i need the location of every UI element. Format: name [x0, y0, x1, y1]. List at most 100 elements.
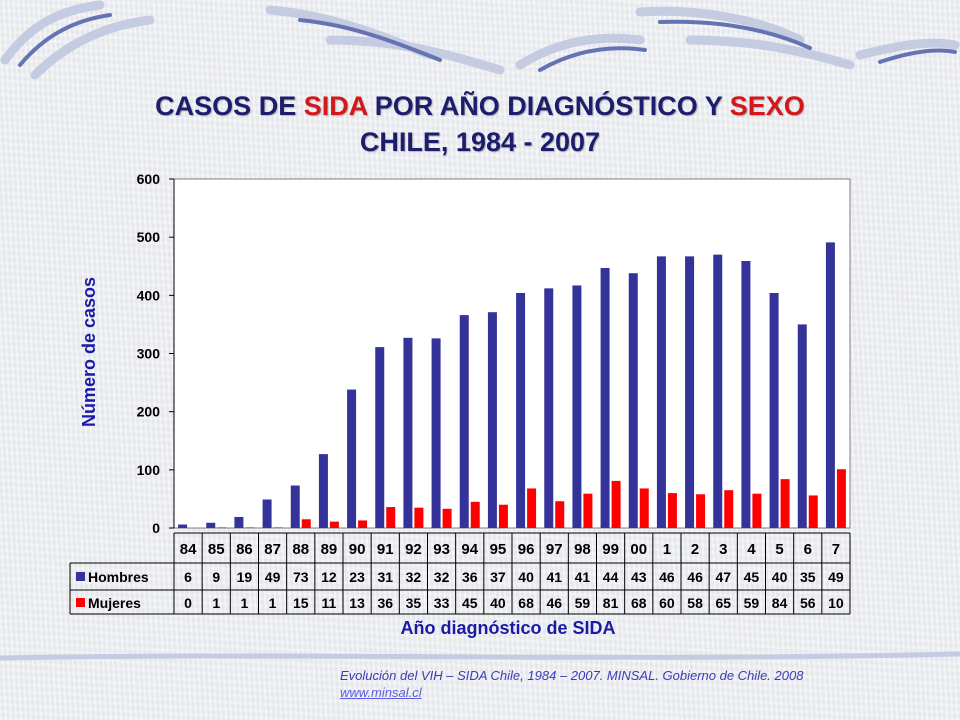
bar-hombres-97 — [544, 288, 554, 528]
bar-mujeres-1 — [667, 493, 677, 528]
bar-hombres-85 — [206, 522, 216, 528]
table-cell-mujeres: 36 — [377, 595, 393, 611]
bar-hombres-98 — [572, 285, 582, 528]
bar-hombres-95 — [487, 312, 497, 528]
table-cell-hombres: 35 — [800, 569, 816, 585]
table-cell-mujeres: 10 — [828, 595, 844, 611]
y-axis-label: Número de casos — [79, 277, 99, 427]
table-cell-hombres: 12 — [321, 569, 337, 585]
legend-swatch-mujeres — [76, 598, 85, 607]
table-cell-hombres: 46 — [687, 569, 703, 585]
bar-hombres-6 — [797, 324, 807, 528]
bar-mujeres-99 — [611, 480, 621, 528]
bar-hombres-5 — [769, 293, 779, 528]
table-cell-mujeres: 33 — [434, 595, 450, 611]
table-cell-mujeres: 40 — [490, 595, 506, 611]
table-cell-hombres: 45 — [744, 569, 760, 585]
x-tick-label: 94 — [461, 541, 478, 558]
x-tick-label: 86 — [236, 541, 253, 558]
x-tick-label: 00 — [630, 541, 647, 558]
table-cell-hombres: 73 — [293, 569, 309, 585]
bar-hombres-93 — [431, 338, 441, 528]
bar-hombres-7 — [825, 242, 835, 528]
table-cell-mujeres: 45 — [462, 595, 478, 611]
table-cell-hombres: 47 — [715, 569, 731, 585]
legend-label-mujeres: Mujeres — [88, 595, 141, 611]
bar-hombres-3 — [713, 254, 723, 528]
data-table: 8460859186191874918873158912119023139131… — [69, 532, 851, 615]
source-citation: Evolución del VIH – SIDA Chile, 1984 – 2… — [340, 668, 804, 683]
bar-hombres-2 — [685, 256, 695, 528]
table-cell-mujeres: 65 — [715, 595, 731, 611]
x-tick-label: 99 — [602, 541, 619, 558]
title-highlight-sida: SIDA — [303, 91, 368, 121]
x-tick-label: 3 — [719, 541, 727, 558]
bar-mujeres-5 — [780, 479, 790, 528]
bar-hombres-86 — [234, 516, 244, 528]
x-tick-label: 4 — [747, 541, 756, 558]
x-tick-label: 6 — [804, 541, 812, 558]
table-cell-mujeres: 68 — [518, 595, 534, 611]
x-tick-label: 7 — [832, 541, 840, 558]
bar-hombres-94 — [459, 315, 469, 528]
plot-background — [173, 178, 851, 529]
table-cell-mujeres: 13 — [349, 595, 365, 611]
table-cell-mujeres: 1 — [269, 595, 277, 611]
y-axis: 0 100 200 300 400 500 600 — [137, 171, 175, 536]
bar-mujeres-3 — [724, 490, 734, 528]
table-cell-mujeres: 58 — [687, 595, 703, 611]
table-cell-mujeres: 68 — [631, 595, 647, 611]
bar-hombres-90 — [347, 389, 357, 528]
source-footer: Evolución del VIH – SIDA Chile, 1984 – 2… — [340, 667, 803, 701]
table-cell-mujeres: 81 — [603, 595, 619, 611]
x-tick-label: 98 — [574, 541, 591, 558]
bar-hombres-89 — [318, 454, 328, 528]
x-tick-label: 87 — [264, 541, 281, 558]
x-tick-label: 95 — [490, 541, 507, 558]
table-cell-hombres: 43 — [631, 569, 647, 585]
bar-mujeres-89 — [329, 521, 339, 528]
bar-mujeres-92 — [414, 507, 424, 528]
table-cell-mujeres: 59 — [744, 595, 760, 611]
table-cell-mujeres: 11 — [322, 595, 337, 611]
x-tick-label: 85 — [208, 541, 225, 558]
bar-mujeres-90 — [358, 520, 368, 528]
bar-mujeres-2 — [696, 494, 706, 528]
bar-hombres-00 — [628, 273, 638, 528]
table-cell-hombres: 19 — [237, 569, 253, 585]
table-cell-hombres: 32 — [434, 569, 450, 585]
decorative-brush-strokes — [0, 0, 960, 80]
bar-mujeres-85 — [217, 527, 227, 528]
chart-title: CASOS DE SIDA POR AÑO DIAGNÓSTICO Y SEXO… — [0, 88, 960, 160]
bar-hombres-92 — [403, 337, 413, 528]
table-cell-hombres: 37 — [490, 569, 506, 585]
bar-hombres-96 — [516, 293, 526, 528]
table-cell-mujeres: 35 — [406, 595, 422, 611]
bar-mujeres-95 — [498, 504, 508, 528]
x-tick-label: 92 — [405, 541, 422, 558]
y-tick-label: 400 — [137, 287, 161, 303]
bar-mujeres-93 — [442, 508, 452, 528]
table-cell-mujeres: 1 — [212, 595, 220, 611]
table-cell-mujeres: 1 — [241, 595, 249, 611]
source-link[interactable]: www.minsal.cl — [340, 685, 422, 700]
table-cell-hombres: 49 — [265, 569, 281, 585]
x-tick-label: 93 — [433, 541, 450, 558]
bar-hombres-1 — [656, 256, 666, 528]
decorative-divider-stroke — [0, 651, 960, 661]
bar-hombres-87 — [262, 499, 272, 528]
table-cell-hombres: 49 — [828, 569, 844, 585]
bar-hombres-88 — [290, 485, 300, 528]
y-tick-label: 200 — [137, 404, 161, 420]
table-cell-hombres: 6 — [184, 569, 192, 585]
bar-hombres-4 — [741, 261, 751, 528]
title-line2: CHILE, 1984 - 2007 — [359, 127, 601, 157]
table-cell-mujeres: 46 — [546, 595, 562, 611]
y-tick-label: 0 — [152, 520, 160, 536]
bar-mujeres-86 — [245, 527, 255, 528]
x-tick-label: 1 — [663, 541, 671, 558]
table-cell-hombres: 44 — [603, 569, 619, 585]
x-tick-label: 88 — [292, 541, 309, 558]
x-tick-label: 84 — [180, 541, 197, 558]
